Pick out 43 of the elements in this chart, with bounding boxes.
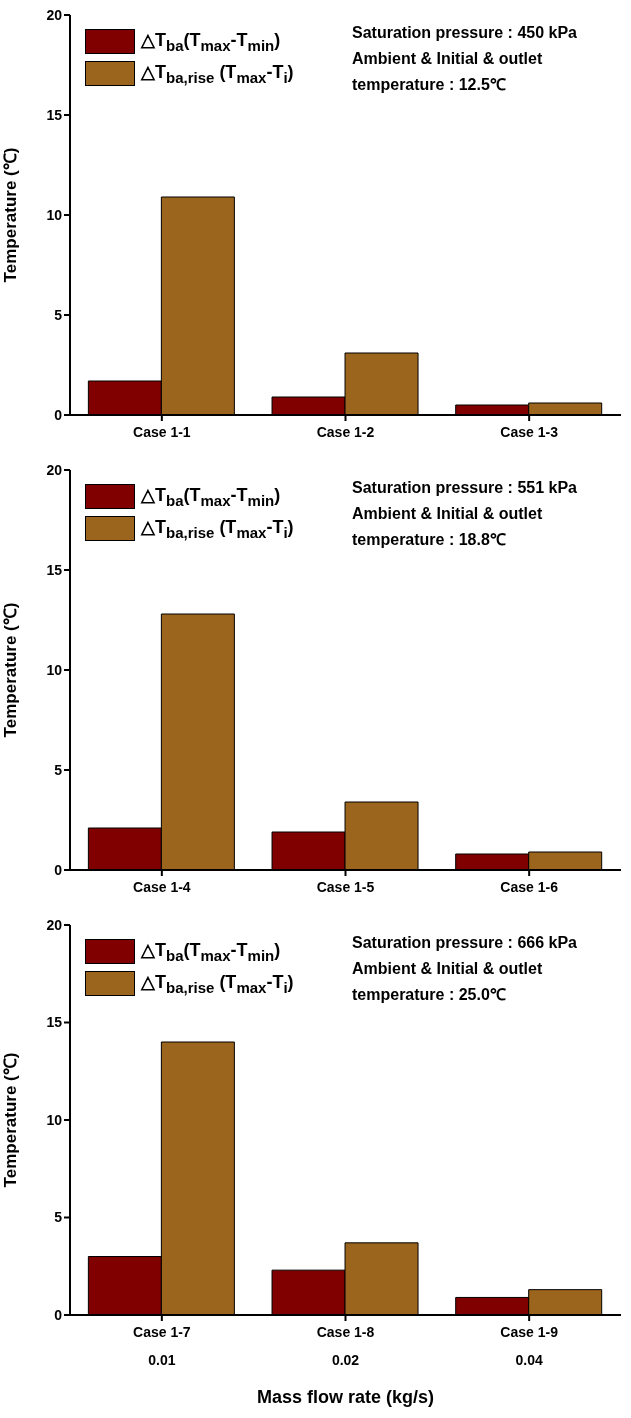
y-axis-title: Temperature (℃) bbox=[1, 1052, 21, 1188]
legend-label: △T$_{ba}$(T$_{max}$-T$_{min}$) bbox=[141, 483, 281, 509]
y-axis-title: Temperature (℃) bbox=[1, 602, 21, 738]
y-tick-label: 5 bbox=[54, 306, 63, 323]
x-tick-label: Case 1-4 bbox=[133, 879, 191, 895]
y-tick-label: 20 bbox=[46, 916, 63, 933]
legend-label: △T$_{ba,rise}$ (T$_{max}$-T$_{i}$) bbox=[141, 515, 294, 541]
y-tick-label: 10 bbox=[46, 1111, 63, 1128]
annotation: Ambient & Initial & outlet bbox=[352, 504, 544, 524]
annotation: Ambient & Initial & outlet bbox=[352, 49, 544, 69]
annotation: Saturation pressure : 666 kPa bbox=[352, 933, 577, 953]
annotation: Saturation pressure : 450 kPa bbox=[352, 23, 577, 43]
legend-label: △T$_{ba,rise}$ (T$_{max}$-T$_{i}$) bbox=[141, 60, 294, 86]
y-tick-label: 15 bbox=[46, 561, 63, 578]
legend-label: △T$_{ba,rise}$ (T$_{max}$-T$_{i}$) bbox=[141, 970, 294, 996]
x-tick-label: Case 1-2 bbox=[316, 424, 375, 440]
y-tick-label: 5 bbox=[54, 1209, 63, 1226]
x-tick-label: Case 1-6 bbox=[500, 879, 559, 895]
y-tick-label: 15 bbox=[46, 1014, 63, 1031]
x-tick-label: Case 1-3 bbox=[500, 424, 559, 440]
y-tick-label: 10 bbox=[46, 206, 63, 223]
legend-label: △T$_{ba}$(T$_{max}$-T$_{min}$) bbox=[141, 938, 281, 964]
y-tick-label: 0 bbox=[54, 406, 63, 423]
x-tick-label: Case 1-8 0.02 bbox=[316, 1324, 375, 1368]
x-tick-label: Case 1-1 bbox=[133, 424, 191, 440]
x-axis-title: Mass flow rate (kg/s) bbox=[255, 1386, 435, 1408]
annotation: temperature : 18.8℃ bbox=[352, 530, 507, 550]
annotation: Ambient & Initial & outlet bbox=[352, 959, 544, 979]
legend-label: △T$_{ba}$(T$_{max}$-T$_{min}$) bbox=[141, 28, 281, 54]
annotation: temperature : 12.5℃ bbox=[352, 75, 507, 95]
y-tick-label: 10 bbox=[46, 661, 63, 678]
x-tick-label: Case 1-5 bbox=[316, 879, 375, 895]
y-tick-label: 20 bbox=[46, 6, 63, 23]
annotation: temperature : 25.0℃ bbox=[352, 985, 507, 1005]
y-axis-title: Temperature (℃) bbox=[1, 147, 21, 283]
annotation: Saturation pressure : 551 kPa bbox=[352, 478, 577, 498]
y-tick-label: 20 bbox=[46, 461, 63, 478]
y-tick-label: 15 bbox=[46, 106, 63, 123]
y-tick-label: 0 bbox=[54, 1306, 63, 1323]
y-tick-label: 5 bbox=[54, 761, 63, 778]
x-tick-label: Case 1-7 0.01 bbox=[133, 1324, 191, 1368]
y-tick-label: 0 bbox=[54, 861, 63, 878]
x-tick-label: Case 1-9 0.04 bbox=[500, 1324, 559, 1368]
